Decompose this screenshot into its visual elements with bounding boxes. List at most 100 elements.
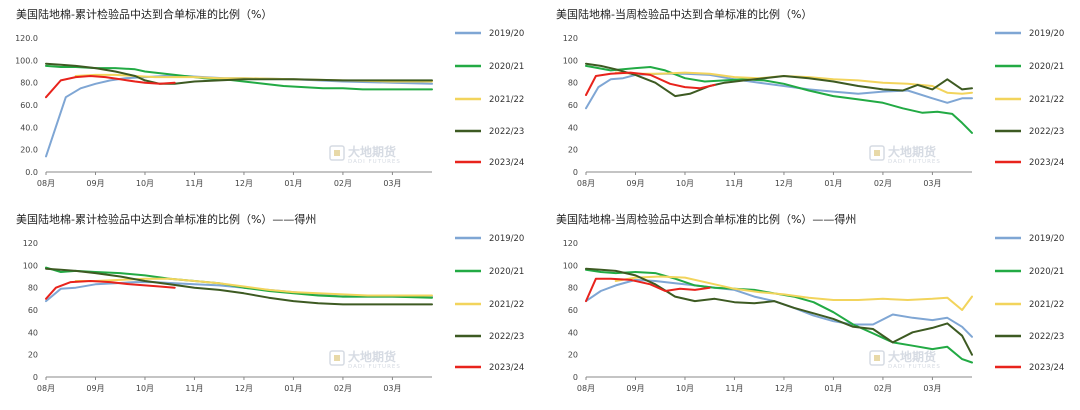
x-tick-label: 02月 bbox=[334, 384, 352, 393]
y-tick-label: 20 bbox=[568, 146, 578, 155]
x-tick-label: 01月 bbox=[824, 384, 842, 393]
x-tick-label: 01月 bbox=[824, 179, 842, 188]
series-line-2023-24 bbox=[585, 277, 711, 303]
y-tick-label: 100.0 bbox=[15, 56, 38, 65]
chart-title: 美国陆地棉-当周检验品中达到合单标准的比例（%） bbox=[556, 7, 812, 21]
y-tick-label: 0 bbox=[33, 373, 38, 382]
legend-label: 2022/23 bbox=[489, 127, 524, 137]
x-tick-label: 08月 bbox=[577, 384, 595, 393]
x-tick-label: 12月 bbox=[235, 384, 253, 393]
x-tick-label: 10月 bbox=[676, 179, 694, 188]
dadi-logo-icon bbox=[329, 350, 345, 366]
x-tick-label: 10月 bbox=[136, 179, 154, 188]
series-line-2021-22 bbox=[614, 275, 973, 311]
legend-label: 2022/23 bbox=[489, 332, 524, 342]
series-line-2020-21 bbox=[585, 64, 973, 134]
watermark-sub: DADI FUTURES bbox=[348, 364, 401, 370]
x-tick-label: 09月 bbox=[86, 384, 104, 393]
x-tick-label: 01月 bbox=[284, 179, 302, 188]
legend-label: 2023/24 bbox=[1029, 363, 1064, 373]
x-tick-label: 12月 bbox=[775, 384, 793, 393]
y-tick-label: 100 bbox=[23, 261, 38, 270]
legend-label: 2023/24 bbox=[489, 363, 524, 373]
x-tick-label: 08月 bbox=[37, 179, 55, 188]
series-line-2023-24 bbox=[585, 71, 716, 96]
legend-label: 2019/20 bbox=[489, 29, 524, 39]
watermark-name: 大地期货 bbox=[888, 349, 936, 364]
legend-label: 2019/20 bbox=[1029, 234, 1064, 244]
x-tick-label: 10月 bbox=[136, 384, 154, 393]
y-tick-label: 20.0 bbox=[20, 146, 38, 155]
x-tick-label: 02月 bbox=[874, 384, 892, 393]
series-line-2021-22 bbox=[74, 277, 433, 297]
watermark-sub: DADI FUTURES bbox=[888, 159, 941, 165]
series-line-2022-23 bbox=[585, 267, 973, 356]
legend-label: 2021/22 bbox=[1029, 95, 1064, 105]
dadi-logo-icon bbox=[869, 350, 885, 366]
legend-label: 2021/22 bbox=[489, 95, 524, 105]
watermark-name: 大地期货 bbox=[348, 144, 396, 159]
y-tick-label: 80 bbox=[568, 284, 578, 293]
y-tick-label: 120.0 bbox=[15, 34, 38, 43]
watermark-sub: DADI FUTURES bbox=[888, 364, 941, 370]
x-tick-label: 09月 bbox=[626, 179, 644, 188]
y-tick-label: 0 bbox=[573, 168, 578, 177]
y-tick-label: 40.0 bbox=[20, 123, 38, 132]
x-tick-label: 11月 bbox=[185, 384, 203, 393]
y-tick-label: 60 bbox=[28, 306, 38, 315]
series-line-2023-24 bbox=[45, 280, 176, 300]
y-tick-label: 40 bbox=[28, 328, 38, 337]
y-tick-label: 100 bbox=[563, 261, 578, 270]
chart-title: 美国陆地棉-累计检验品中达到合单标准的比例（%）——得州 bbox=[16, 212, 316, 226]
legend-label: 2020/21 bbox=[489, 267, 524, 277]
x-tick-label: 12月 bbox=[775, 179, 793, 188]
x-tick-label: 02月 bbox=[874, 179, 892, 188]
series-line-2019-20 bbox=[585, 278, 973, 338]
legend-label: 2023/24 bbox=[489, 158, 524, 168]
series-line-2023-24 bbox=[45, 75, 176, 99]
legend-label: 2020/21 bbox=[1029, 267, 1064, 277]
x-tick-label: 03月 bbox=[383, 384, 401, 393]
y-tick-label: 20 bbox=[568, 351, 578, 360]
legend-label: 2019/20 bbox=[1029, 29, 1064, 39]
legend-label: 2021/22 bbox=[1029, 300, 1064, 310]
x-tick-label: 11月 bbox=[725, 179, 743, 188]
x-tick-label: 01月 bbox=[284, 384, 302, 393]
watermark-name: 大地期货 bbox=[888, 144, 936, 159]
y-tick-label: 120 bbox=[563, 34, 578, 43]
chart-title: 美国陆地棉-累计检验品中达到合单标准的比例（%） bbox=[16, 7, 272, 21]
legend-label: 2022/23 bbox=[1029, 127, 1064, 137]
y-tick-label: 120 bbox=[23, 239, 38, 248]
x-tick-label: 09月 bbox=[626, 384, 644, 393]
y-tick-label: 60 bbox=[568, 101, 578, 110]
x-tick-label: 03月 bbox=[923, 384, 941, 393]
x-tick-label: 08月 bbox=[577, 179, 595, 188]
x-tick-label: 12月 bbox=[235, 179, 253, 188]
legend-label: 2021/22 bbox=[489, 300, 524, 310]
y-tick-label: 80.0 bbox=[20, 79, 38, 88]
legend-label: 2022/23 bbox=[1029, 332, 1064, 342]
y-tick-label: 120 bbox=[563, 239, 578, 248]
y-tick-label: 20 bbox=[28, 351, 38, 360]
legend-label: 2019/20 bbox=[489, 234, 524, 244]
x-tick-label: 02月 bbox=[334, 179, 352, 188]
y-tick-label: 80 bbox=[28, 284, 38, 293]
watermark-sub: DADI FUTURES bbox=[348, 159, 401, 165]
y-tick-label: 60.0 bbox=[20, 101, 38, 110]
y-tick-label: 0.0 bbox=[25, 168, 38, 177]
legend-label: 2020/21 bbox=[489, 62, 524, 72]
series-line-2022-23 bbox=[585, 62, 973, 98]
y-tick-label: 40 bbox=[568, 123, 578, 132]
series-line-2021-22 bbox=[614, 71, 973, 95]
x-tick-label: 11月 bbox=[185, 179, 203, 188]
y-tick-label: 60 bbox=[568, 306, 578, 315]
y-tick-label: 100 bbox=[563, 56, 578, 65]
x-tick-label: 08月 bbox=[37, 384, 55, 393]
series-line-2022-23 bbox=[45, 267, 433, 306]
x-tick-label: 03月 bbox=[383, 179, 401, 188]
series-line-2019-20 bbox=[585, 72, 973, 110]
